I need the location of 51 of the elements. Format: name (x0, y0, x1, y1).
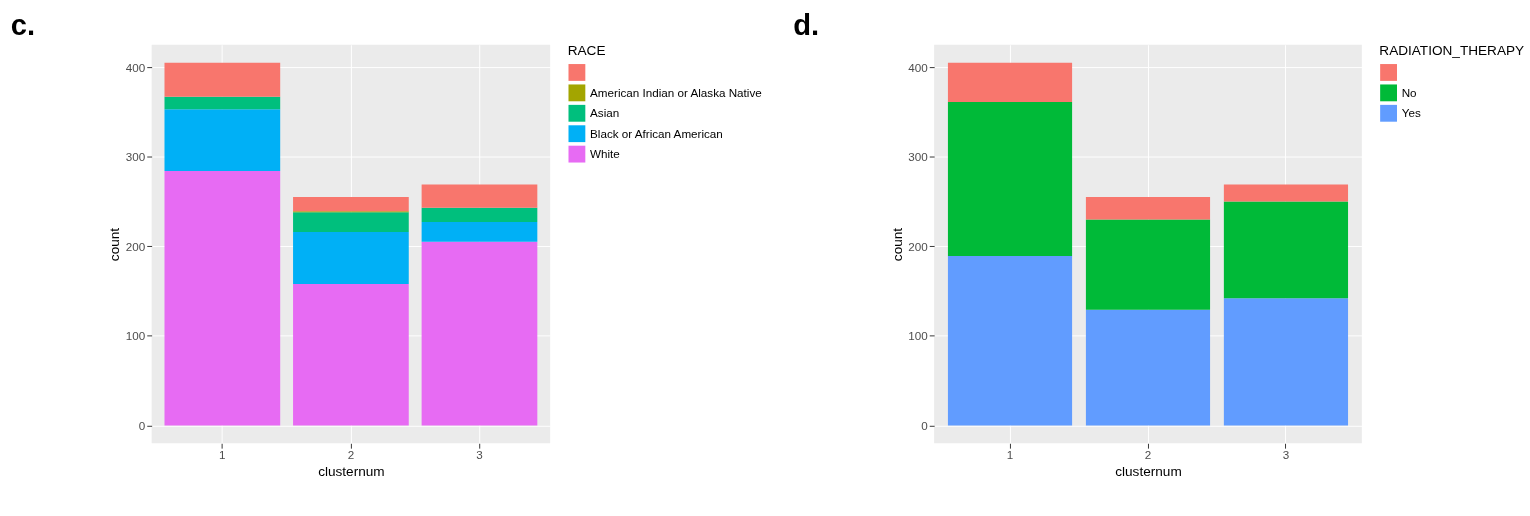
legend-label: Asian (590, 106, 620, 120)
y-tick-label: 100 (125, 329, 146, 343)
x-tick-label: 3 (476, 448, 483, 462)
legend-title: RACE (567, 43, 606, 59)
x-tick-label: 3 (1282, 448, 1290, 462)
x-tick-label: 1 (1006, 448, 1014, 462)
y-tick-label: 0 (921, 418, 929, 432)
y-tick-label: 200 (125, 239, 146, 253)
y-axis-title: count (107, 227, 123, 262)
bar (421, 222, 538, 242)
x-axis-title: clusternum (318, 463, 385, 479)
bar (421, 184, 538, 208)
bar (164, 171, 281, 426)
bar (1223, 184, 1349, 202)
legend-label: White (590, 147, 620, 160)
chart-title: c. (10, 9, 35, 42)
bar (164, 62, 281, 97)
bar (293, 197, 409, 212)
legend-label: No (1401, 85, 1417, 99)
y-tick-label: 400 (908, 60, 929, 74)
bar (164, 109, 281, 172)
legend-label: Black or African American (590, 126, 723, 140)
bar (293, 212, 409, 232)
bar (293, 283, 409, 426)
x-axis-title: clusternum (1115, 463, 1182, 479)
bar (421, 207, 538, 223)
x-tick-label: 2 (1144, 448, 1152, 462)
bar (1223, 298, 1349, 426)
y-tick-label: 200 (908, 239, 929, 253)
legend-label: American Indian or Alaska Native (590, 85, 762, 99)
legend-label: Yes (1401, 106, 1421, 120)
y-axis-title: count (889, 227, 905, 262)
x-tick-label: 1 (219, 448, 226, 462)
bar (947, 102, 1073, 257)
x-tick-label: 2 (347, 448, 355, 462)
y-tick-label: 0 (138, 418, 146, 432)
bar (1085, 197, 1211, 220)
bar (164, 96, 281, 110)
y-tick-label: 400 (125, 60, 146, 74)
chart-title: d. (793, 9, 820, 42)
y-tick-label: 100 (908, 329, 929, 343)
bar (421, 241, 538, 426)
y-tick-label: 300 (908, 150, 929, 164)
y-tick-label: 300 (125, 150, 146, 164)
bar (947, 62, 1073, 103)
bar (293, 231, 409, 284)
bar (947, 256, 1073, 426)
bar (1085, 309, 1211, 426)
bar (1085, 219, 1211, 310)
legend-title: RADIATION_THERAPY (1379, 43, 1525, 59)
bar (1223, 201, 1349, 299)
